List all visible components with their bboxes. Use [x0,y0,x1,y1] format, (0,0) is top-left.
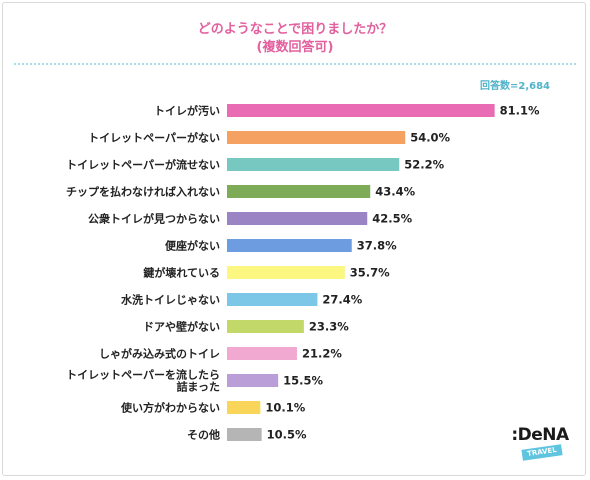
value-label-1: 54.0% [410,131,450,145]
category-label-7: 水洗トイレじゃない [121,293,220,307]
bar-4 [227,212,368,225]
chart-title: どのようなことで困りましたか？ [197,22,393,37]
bar-10 [227,374,279,387]
category-label-6: 鍵が壊れている [143,266,220,280]
bar-9 [227,347,297,360]
dena-travel-logo: :DeNA TRAVEL [510,425,570,465]
value-label-12: 10.5% [267,428,307,442]
value-label-8: 23.3% [309,320,349,334]
bar-6 [227,266,345,279]
bar-8 [227,320,304,333]
logo-wordmark: :DeNA [511,425,569,445]
bar-3 [227,185,371,198]
category-label-9: しゃがみ込み式のトイレ [99,347,220,361]
bar-5 [227,239,352,252]
bar-11 [227,401,261,414]
dotted-divider [14,63,576,65]
value-label-7: 27.4% [322,293,362,307]
value-label-6: 35.7% [350,266,390,280]
category-label-1: トイレットペーパーがない [88,131,220,145]
value-label-0: 81.1% [500,104,540,118]
value-label-2: 52.2% [404,158,444,172]
logo-tag: TRAVEL [521,444,563,461]
category-label-2: トイレットペーパーが流せない [66,158,220,172]
category-label-11: 使い方がわからない [120,401,220,415]
bar-7 [227,293,318,306]
category-label-10: トイレットペーパーを流したら詰まった [66,368,220,394]
bar-2 [227,158,400,171]
bar-1 [227,131,406,144]
category-label-5: 便座がない [165,239,220,253]
value-label-4: 42.5% [372,212,412,226]
value-label-9: 21.2% [302,347,342,361]
category-label-12: その他 [187,428,220,442]
bar-12 [227,428,262,441]
value-label-10: 15.5% [283,374,323,388]
category-label-0: トイレが汚い [154,104,220,118]
bar-0 [227,104,495,117]
category-label-8: ドアや壁がない [143,320,220,334]
value-label-3: 43.4% [375,185,415,199]
value-label-11: 10.1% [265,401,305,415]
chart-frame [2,2,586,476]
category-label-4: 公衆トイレが見つからない [88,212,220,226]
category-label-3: チップを払わなければ入れない [66,185,220,199]
value-label-5: 37.8% [357,239,397,253]
chart-subtitle: (複数回答可) [256,40,334,55]
respondent-count: 回答数=2,684 [479,81,550,92]
